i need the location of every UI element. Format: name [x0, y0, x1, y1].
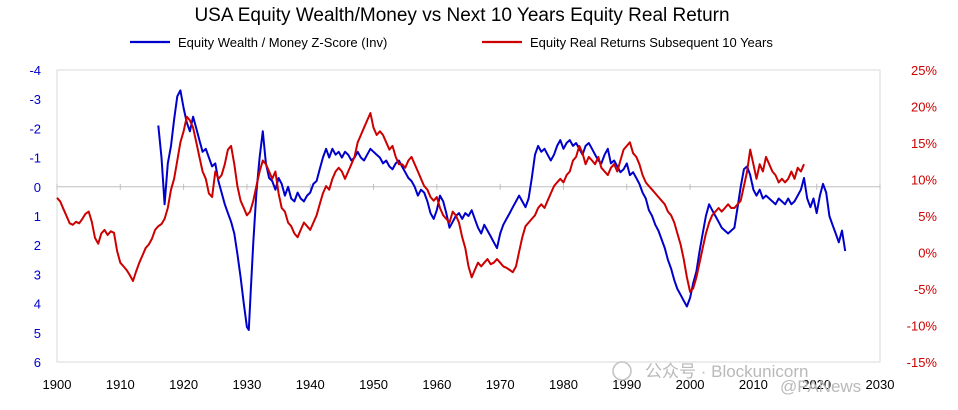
y-right-tick-label: 5% — [918, 209, 937, 224]
y-left-tick-label: 1 — [34, 209, 41, 224]
series-layer — [56, 89, 847, 331]
x-tick-label: 1990 — [612, 377, 641, 392]
y-left-tick-label: -3 — [29, 92, 41, 107]
y-left-tick-label: 4 — [34, 297, 41, 312]
y-left-tick-label: -2 — [29, 121, 41, 136]
x-tick-label: 1900 — [43, 377, 72, 392]
x-tick-label: 2000 — [676, 377, 705, 392]
x-tick-label: 1910 — [106, 377, 135, 392]
x-tick-label: 1920 — [169, 377, 198, 392]
plot-area — [56, 69, 881, 363]
y-left-tick-label: -1 — [29, 151, 41, 166]
y-right-tick-label: 20% — [911, 100, 937, 115]
x-tick-label: 1970 — [486, 377, 515, 392]
x-tick-label: 1930 — [232, 377, 261, 392]
x-tick-label: 1980 — [549, 377, 578, 392]
watermark-text: 公众号 · Blockunicorn — [645, 362, 808, 381]
y-left-tick-label: 3 — [34, 267, 41, 282]
x-tick-label: 1960 — [422, 377, 451, 392]
watermark-text-2: @PANews — [780, 377, 861, 396]
series-line-real-returns — [56, 112, 805, 293]
x-tick-label: 1950 — [359, 377, 388, 392]
y-right-tick-label: 15% — [911, 136, 937, 151]
legend-label-wealth: Equity Wealth / Money Z-Score (Inv) — [178, 35, 387, 50]
legend: Equity Wealth / Money Z-Score (Inv) Equi… — [130, 35, 773, 50]
y-left-tick-label: 2 — [34, 238, 41, 253]
y-right-tick-label: 25% — [911, 63, 937, 78]
y-left-tick-label: 6 — [34, 355, 41, 370]
watermark: 公众号 · Blockunicorn @PANews — [612, 361, 861, 396]
y-right-tick-label: -15% — [907, 355, 938, 370]
y-right-tick-label: -5% — [914, 282, 938, 297]
axes: 1900 1910 1920 1930 1940 1950 1960 1970 1980 1990… — [29, 63, 937, 392]
y-right-tick-label: 0% — [918, 246, 937, 261]
chart-title: USA Equity Wealth/Money vs Next 10 Years… — [194, 5, 729, 26]
y-right-tick-label: -10% — [907, 319, 938, 334]
wechat-icon — [612, 361, 632, 381]
y-right-tick-label: 10% — [911, 173, 937, 188]
legend-label-returns: Equity Real Returns Subsequent 10 Years — [530, 35, 773, 50]
series-line-wealth-zscore — [157, 89, 847, 331]
x-tick-label: 2010 — [739, 377, 768, 392]
x-tick-label: 2030 — [866, 377, 895, 392]
x-tick-label: 2020 — [802, 377, 831, 392]
y-left-tick-label: 0 — [34, 180, 41, 195]
x-tick-label: 1940 — [296, 377, 325, 392]
y-left-tick-label: 5 — [34, 326, 41, 341]
y-left-tick-label: -4 — [29, 63, 41, 78]
